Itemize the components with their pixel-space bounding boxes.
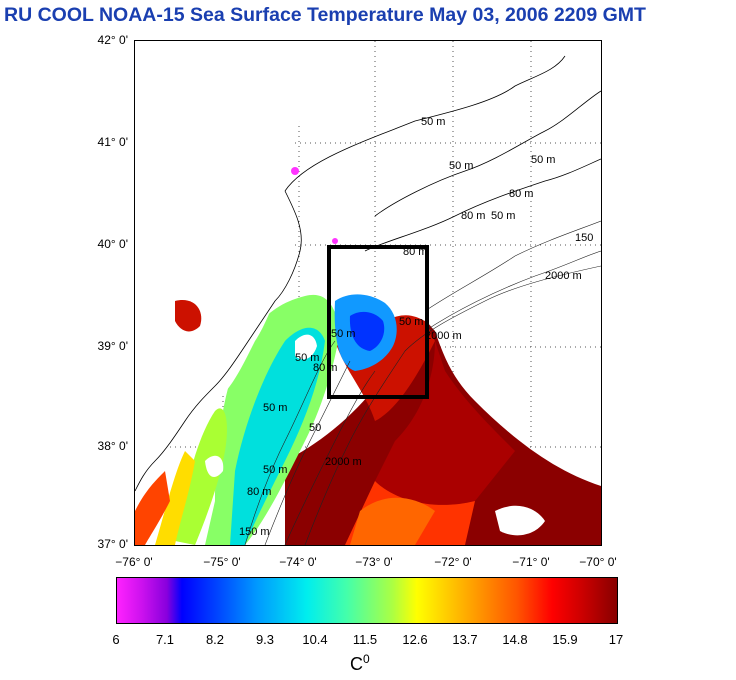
coastline [135,55,601,492]
contour-label: 150 [575,232,593,244]
colorbar-tick: 7.1 [155,632,175,647]
colorbar-tick: 8.2 [205,632,225,647]
colorbar-tick: 14.8 [502,632,528,647]
sst-imagery [135,41,601,545]
colorbar-tick: 17 [608,632,624,647]
contour-label: 50 m [449,160,473,172]
contour-label: 50 m [421,116,445,128]
contour-label: 2000 m [545,270,582,282]
colorbar-unit-text: C [350,654,363,674]
lon-label-76: −76° 0' [115,555,153,569]
contour-label: 50 m [263,402,287,414]
colorbar-tick: 10.4 [302,632,328,647]
colorbar-unit-sup: 0 [363,652,370,666]
map-title: RU COOL NOAA-15 Sea Surface Temperature … [4,4,646,26]
colorbar-tick: 6 [112,632,120,647]
contour-label: 50 m [295,352,319,364]
contour-label: 50 m [531,154,555,166]
contour-label: 50 m [331,328,355,340]
sst-map-canvas: 50 m 50 m 50 m 80 m 80 m 80 m 150 2000 m… [135,41,601,545]
study-region-box[interactable] [327,245,429,399]
contour-label: 2000 m [325,456,362,468]
lat-label-37: 37° 0' [97,537,128,551]
colorbar-tick: 11.5 [352,632,378,647]
contour-label: 80 m [461,210,485,222]
sst-map[interactable]: 50 m 50 m 50 m 80 m 80 m 80 m 150 2000 m… [134,40,602,546]
lat-label-41: 41° 0' [97,135,128,149]
lon-label-71: −71° 0' [512,555,550,569]
contour-label: 2000 m [425,330,462,342]
colorbar-tick: 12.6 [402,632,428,647]
contour-label: 80 m [313,362,337,374]
temperature-colorbar [116,577,618,624]
colorbar-tick: 15.9 [552,632,578,647]
lon-label-70: −70° 0' [579,555,617,569]
contour-label: 50 m [491,210,515,222]
colorbar-tick: 9.3 [255,632,275,647]
lon-label-74: −74° 0' [279,555,317,569]
lon-label-75: −75° 0' [203,555,241,569]
colorbar-unit: C0 [350,652,370,675]
lat-label-39: 39° 0' [97,339,128,353]
bathymetry-contours [244,220,601,545]
colorbar-tick: 13.7 [452,632,478,647]
lat-label-38: 38° 0' [97,439,128,453]
contour-label: 80 m [509,188,533,200]
contour-label: 50 m [263,464,287,476]
lat-label-40: 40° 0' [97,237,128,251]
lat-label-42: 42° 0' [97,33,128,47]
contour-label: 50 [309,422,321,434]
lon-label-72: −72° 0' [434,555,472,569]
contour-label: 50 m [399,316,423,328]
lon-label-73: −73° 0' [355,555,393,569]
contour-label: 80 m [247,486,271,498]
contour-label: 150 m [239,526,270,538]
